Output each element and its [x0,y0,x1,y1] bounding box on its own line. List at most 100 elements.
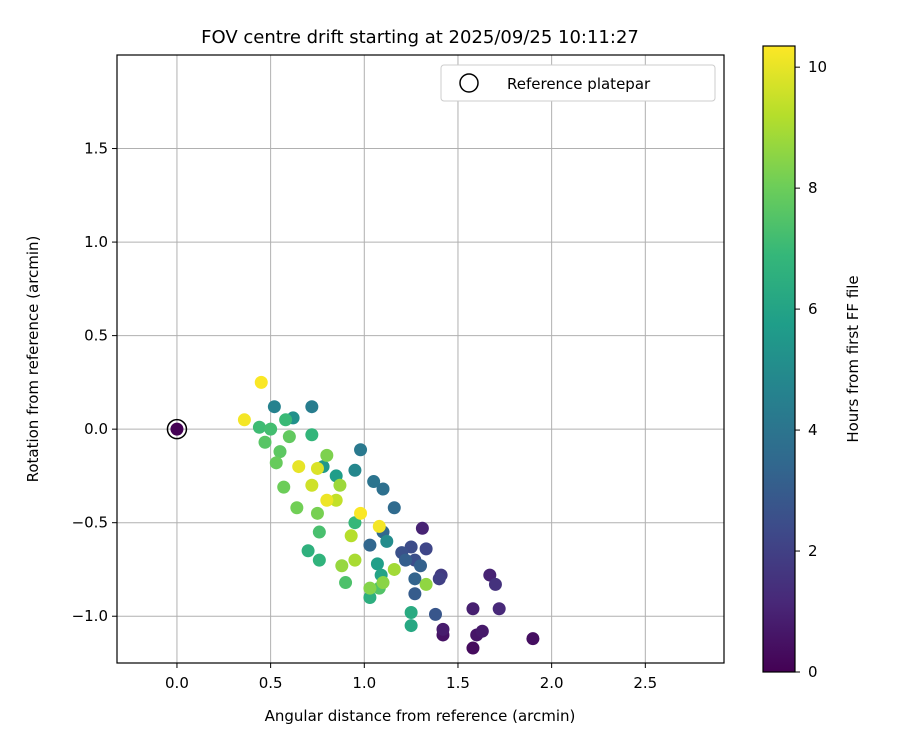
data-point [363,581,377,595]
data-point [348,516,362,530]
y-tick-label: 1.0 [84,233,108,251]
x-axis: 0.0 0.5 1.0 1.5 2.0 2.5 [165,663,657,692]
data-point [367,475,381,489]
data-point [488,577,502,591]
data-point [264,422,278,436]
data-point [404,540,418,554]
colorbar-tick-label: 0 [808,663,818,681]
colorbar-gradient [762,45,796,673]
y-tick-label: −0.5 [72,514,108,532]
data-point [310,461,324,475]
data-point [363,538,377,552]
data-point [305,400,319,414]
colorbar: 0 2 4 6 8 10 Hours from first FF file [762,45,862,681]
data-point [404,619,418,633]
y-tick-label: 0.0 [84,420,108,438]
data-point [436,622,450,636]
reference-marker [166,418,188,440]
plot-frame [116,54,725,664]
data-point [305,428,319,442]
data-point [348,553,362,567]
data-point [492,602,506,616]
data-point [466,641,480,655]
y-axis-label: Rotation from reference (arcmin) [24,236,42,483]
data-point [267,400,281,414]
data-point [526,632,540,646]
data-point [339,576,353,590]
chart-title: FOV centre drift starting at 2025/09/25 … [201,27,639,48]
data-point [290,501,304,515]
data-point [273,445,287,459]
colorbar-tick-label: 4 [808,421,818,439]
data-point [312,525,326,539]
legend-box [440,64,716,102]
data-point [419,542,433,556]
data-point [387,501,401,515]
data-point [333,478,347,492]
y-tick-label: 1.5 [84,140,108,158]
data-point [376,576,390,590]
data-point [237,413,251,427]
data-point [254,375,268,389]
data-point [320,493,334,507]
x-axis-label: Angular distance from reference (arcmin) [265,707,576,725]
legend-entry-reference-platepar: Reference platepar [507,75,651,93]
colorbar-tick-label: 8 [808,179,818,197]
data-point [348,463,362,477]
data-point [310,506,324,520]
data-point [344,529,358,543]
data-point [252,420,266,434]
colorbar-label: Hours from first FF file [844,275,862,442]
data-point [415,521,429,535]
data-point [312,553,326,567]
data-point [408,587,422,601]
legend-marker-icon [459,73,479,93]
x-tick-label: 0.5 [259,674,283,692]
x-tick-label: 1.5 [446,674,470,692]
x-tick-label: 2.0 [540,674,564,692]
data-point [329,493,343,507]
data-point [419,577,433,591]
data-point [279,413,293,427]
data-point [399,553,413,567]
data-point [408,572,422,586]
y-tick-label: −1.0 [72,607,108,625]
colorbar-ticks: 0 2 4 6 8 10 [795,58,827,681]
data-point [335,559,349,573]
data-point [432,572,446,586]
data-point [305,478,319,492]
data-point [466,602,480,616]
data-point [269,456,283,470]
data-point [258,435,272,449]
data-point [292,460,306,474]
data-point [370,557,384,571]
data-point [414,559,427,573]
data-point [277,480,291,494]
data-point [380,534,394,548]
data-point [387,562,401,576]
colorbar-tick-label: 2 [808,542,818,560]
data-point [354,443,368,457]
grid-lines [117,55,724,663]
y-tick-label: 0.5 [84,327,108,345]
data-point [483,568,497,582]
legend: Reference platepar [440,64,716,102]
data-point [363,591,377,605]
data-point [372,519,386,533]
data-point [475,624,489,638]
scatter-points [166,375,540,655]
data-point [282,430,296,444]
x-tick-label: 1.0 [352,674,376,692]
x-tick-label: 0.0 [165,674,189,692]
colorbar-tick-label: 6 [808,300,818,318]
x-tick-label: 2.5 [633,674,657,692]
colorbar-tick-label: 10 [808,58,827,76]
data-point [404,605,418,619]
data-point [428,607,442,621]
data-point [301,544,315,558]
data-point [170,422,184,436]
data-point [320,448,334,462]
data-point [354,506,368,520]
y-axis: −1.0 −0.5 0.0 0.5 1.0 1.5 [72,140,117,625]
